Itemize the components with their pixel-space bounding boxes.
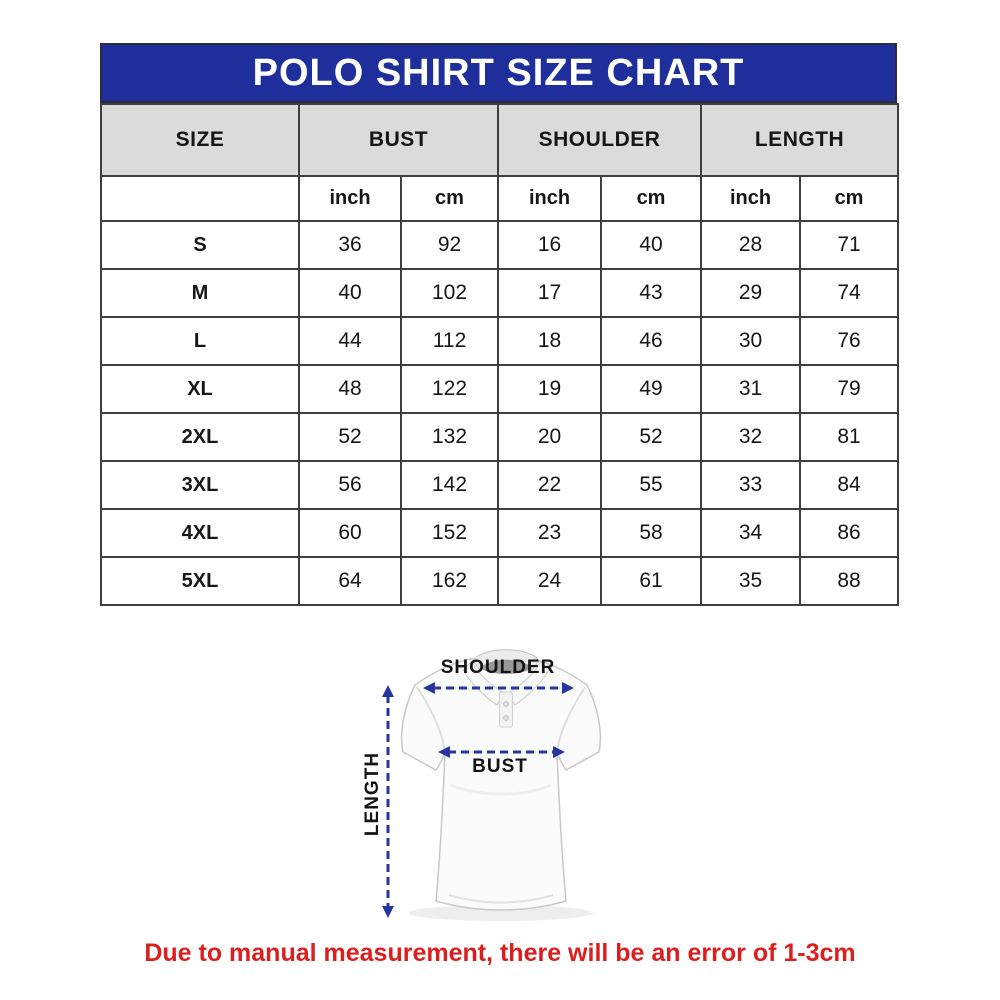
cell: 48 bbox=[298, 364, 402, 414]
collar-flap-right bbox=[507, 661, 550, 706]
table-row: M 40 102 17 43 29 74 bbox=[100, 268, 900, 318]
cell: 112 bbox=[399, 316, 500, 366]
size-chart: POLO SHIRT SIZE CHART SIZE BUST SHOULDER… bbox=[100, 43, 900, 606]
cell: 22 bbox=[497, 460, 603, 510]
cell: 84 bbox=[799, 460, 900, 510]
cell: 31 bbox=[700, 364, 802, 414]
size-label: M bbox=[100, 268, 300, 318]
cell: 152 bbox=[399, 508, 500, 558]
cell: 71 bbox=[799, 220, 900, 270]
units-cell: cm bbox=[600, 175, 703, 222]
units-cell bbox=[100, 175, 300, 222]
cell: 79 bbox=[799, 364, 900, 414]
col-header-size: SIZE bbox=[100, 103, 300, 177]
cell: 102 bbox=[399, 268, 500, 318]
cell: 20 bbox=[497, 412, 603, 462]
size-label: L bbox=[100, 316, 300, 366]
measurement-disclaimer: Due to manual measurement, there will be… bbox=[144, 939, 856, 967]
shoulder-arrow bbox=[423, 682, 574, 694]
table-row: XL 48 122 19 49 31 79 bbox=[100, 364, 900, 414]
cell: 56 bbox=[298, 460, 402, 510]
button bbox=[503, 715, 509, 721]
units-cell: cm bbox=[799, 175, 900, 222]
cell: 88 bbox=[799, 556, 900, 606]
cell: 16 bbox=[497, 220, 603, 270]
size-label: 5XL bbox=[100, 556, 300, 606]
cell: 162 bbox=[399, 556, 500, 606]
units-cell: inch bbox=[298, 175, 402, 222]
cell: 55 bbox=[600, 460, 703, 510]
cell: 60 bbox=[298, 508, 402, 558]
cell: 74 bbox=[799, 268, 900, 318]
col-header-bust: BUST bbox=[297, 103, 500, 177]
units-cell: cm bbox=[399, 175, 500, 222]
cell: 40 bbox=[600, 220, 703, 270]
cell: 18 bbox=[497, 316, 603, 366]
size-label: S bbox=[100, 220, 300, 270]
cell: 86 bbox=[799, 508, 900, 558]
cell: 23 bbox=[497, 508, 603, 558]
cell: 122 bbox=[399, 364, 500, 414]
table-row: S 36 92 16 40 28 71 bbox=[100, 220, 900, 270]
cell: 30 bbox=[700, 316, 802, 366]
cell: 76 bbox=[799, 316, 900, 366]
size-label: 2XL bbox=[100, 412, 300, 462]
cell: 92 bbox=[399, 220, 500, 270]
table-header-row: SIZE BUST SHOULDER LENGTH bbox=[100, 103, 900, 177]
cell: 40 bbox=[298, 268, 402, 318]
table-row: 3XL 56 142 22 55 33 84 bbox=[100, 460, 900, 510]
table-units-row: inch cm inch cm inch cm bbox=[100, 175, 900, 222]
size-label: 4XL bbox=[100, 508, 300, 558]
cell: 19 bbox=[497, 364, 603, 414]
collar-inner bbox=[480, 659, 532, 674]
length-arrow bbox=[382, 685, 394, 918]
units-cell: inch bbox=[497, 175, 603, 222]
table-row: 5XL 64 162 24 61 35 88 bbox=[100, 556, 900, 606]
shirt-body bbox=[400, 658, 602, 911]
placket bbox=[499, 691, 513, 728]
cell: 44 bbox=[298, 316, 402, 366]
cell: 34 bbox=[700, 508, 802, 558]
cell: 61 bbox=[600, 556, 703, 606]
cell: 132 bbox=[399, 412, 500, 462]
col-header-length: LENGTH bbox=[700, 103, 900, 177]
cell: 58 bbox=[600, 508, 703, 558]
table-row: 4XL 60 152 23 58 34 86 bbox=[100, 508, 900, 558]
cell: 33 bbox=[700, 460, 802, 510]
cell: 52 bbox=[298, 412, 402, 462]
polo-shirt-illustration bbox=[382, 649, 602, 921]
bust-measure-label: BUST bbox=[472, 756, 528, 777]
cell: 49 bbox=[600, 364, 703, 414]
button bbox=[503, 701, 509, 707]
chart-title: POLO SHIRT SIZE CHART bbox=[252, 51, 745, 94]
cell: 52 bbox=[600, 412, 703, 462]
cell: 29 bbox=[700, 268, 802, 318]
bust-arrow bbox=[438, 746, 565, 758]
length-measure-label: LENGTH bbox=[362, 751, 383, 837]
size-label: 3XL bbox=[100, 460, 300, 510]
shoulder-measure-label: SHOULDER bbox=[440, 657, 556, 678]
units-cell: inch bbox=[700, 175, 802, 222]
collar-flap-left bbox=[462, 661, 505, 706]
size-table: SIZE BUST SHOULDER LENGTH inch cm inch c… bbox=[100, 103, 900, 606]
chart-title-bar: POLO SHIRT SIZE CHART bbox=[100, 43, 897, 103]
size-label: XL bbox=[100, 364, 300, 414]
table-row: L 44 112 18 46 30 76 bbox=[100, 316, 900, 366]
cell: 35 bbox=[700, 556, 802, 606]
cell: 142 bbox=[399, 460, 500, 510]
cell: 24 bbox=[497, 556, 603, 606]
cell: 46 bbox=[600, 316, 703, 366]
cell: 64 bbox=[298, 556, 402, 606]
table-row: 2XL 52 132 20 52 32 81 bbox=[100, 412, 900, 462]
cell: 17 bbox=[497, 268, 603, 318]
cell: 36 bbox=[298, 220, 402, 270]
cell: 28 bbox=[700, 220, 802, 270]
measurement-diagram: SHOULDER BUST LENGTH bbox=[355, 635, 655, 935]
cell: 81 bbox=[799, 412, 900, 462]
cell: 43 bbox=[600, 268, 703, 318]
cell: 32 bbox=[700, 412, 802, 462]
col-header-shoulder: SHOULDER bbox=[497, 103, 703, 177]
